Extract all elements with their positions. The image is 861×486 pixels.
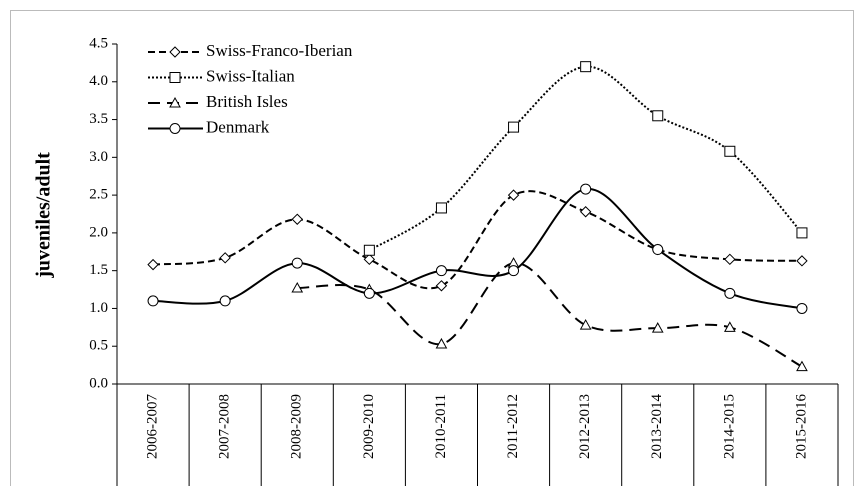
legend-label: Swiss-Franco-Iberian xyxy=(206,41,353,60)
marker xyxy=(507,189,520,201)
marker xyxy=(219,295,231,307)
chart-border xyxy=(10,10,854,486)
marker xyxy=(796,227,808,239)
marker xyxy=(435,265,447,277)
marker xyxy=(363,244,375,256)
marker xyxy=(435,280,448,292)
marker xyxy=(363,253,376,266)
y-tick-label: 3.0 xyxy=(89,149,108,165)
marker xyxy=(291,213,303,225)
marker xyxy=(580,61,592,73)
marker xyxy=(796,302,808,314)
marker xyxy=(169,46,181,58)
x-tick-label: 2011-2012 xyxy=(505,394,521,458)
marker xyxy=(796,255,808,267)
series-line xyxy=(368,65,803,252)
legend-label: British Isles xyxy=(206,92,288,111)
legend-label: Swiss-Italian xyxy=(206,66,295,85)
marker xyxy=(652,110,664,122)
marker xyxy=(169,96,181,108)
marker xyxy=(147,295,159,307)
x-tick-label: 2006-2007 xyxy=(144,394,160,459)
marker xyxy=(508,265,520,277)
marker xyxy=(219,252,231,264)
marker xyxy=(435,337,448,349)
x-tick-label: 2013-2014 xyxy=(649,394,665,459)
y-tick-label: 4.0 xyxy=(89,73,108,89)
y-tick-label: 0.0 xyxy=(89,375,108,391)
x-tick-label: 2012-2013 xyxy=(577,394,593,459)
x-tick-label: 2010-2011 xyxy=(433,394,449,458)
marker xyxy=(579,206,592,218)
marker xyxy=(724,321,736,332)
marker xyxy=(579,319,592,330)
marker xyxy=(291,282,304,293)
marker xyxy=(169,72,181,83)
marker xyxy=(508,121,520,133)
x-tick-label: 2007-2008 xyxy=(217,394,233,459)
series-line xyxy=(153,188,803,310)
y-tick-label: 2.0 xyxy=(89,224,108,240)
series-line xyxy=(152,190,802,290)
x-tick-label: 2014-2015 xyxy=(721,394,737,459)
marker xyxy=(724,287,736,299)
y-tick-label: 1.0 xyxy=(89,300,108,316)
legend-label: Denmark xyxy=(206,117,270,136)
y-tick-label: 2.5 xyxy=(89,187,108,203)
marker xyxy=(796,360,808,372)
y-axis-label: juveniles/adult xyxy=(33,152,55,279)
y-tick-label: 3.5 xyxy=(89,111,108,127)
marker xyxy=(580,183,592,195)
marker xyxy=(652,244,664,256)
x-tick-label: 2015-2016 xyxy=(793,394,809,459)
marker xyxy=(291,257,303,269)
y-tick-label: 0.5 xyxy=(89,338,108,354)
marker xyxy=(147,258,159,271)
x-tick-label: 2009-2010 xyxy=(361,394,377,459)
y-tick-label: 4.5 xyxy=(89,35,108,51)
marker xyxy=(435,202,447,214)
x-tick-label: 2008-2009 xyxy=(289,394,305,459)
marker xyxy=(169,123,181,134)
y-tick-label: 1.5 xyxy=(89,262,108,278)
series-line xyxy=(297,262,803,368)
marker xyxy=(724,145,736,157)
marker xyxy=(724,253,736,266)
marker xyxy=(363,287,375,299)
marker xyxy=(651,322,664,333)
